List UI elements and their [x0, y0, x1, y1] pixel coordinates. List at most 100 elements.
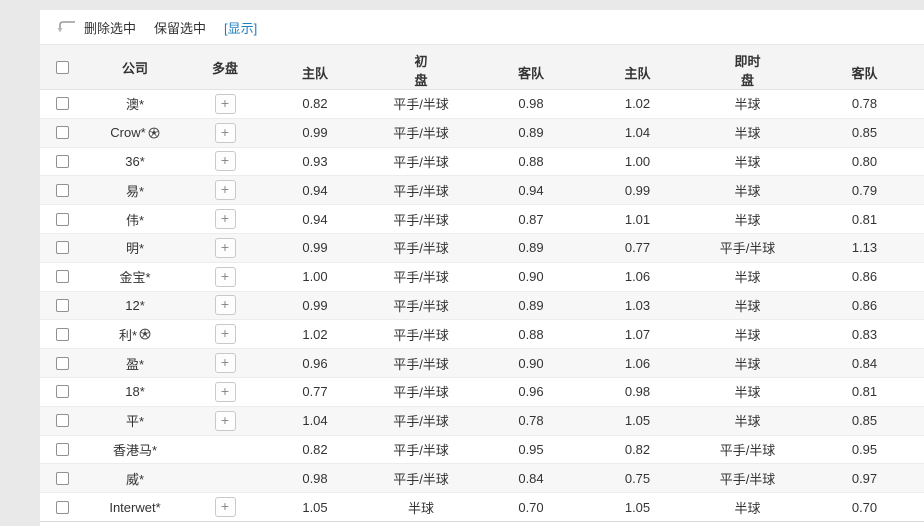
initial-handicap: 平手/半球 — [393, 385, 449, 401]
table-row: 利* + 1.02 平手/半球 0.88 1.07 半球 0.83 — [40, 320, 924, 350]
initial-home-odds: 0.99 — [302, 125, 328, 141]
delete-selected-button[interactable]: 删除选中 — [84, 20, 137, 36]
initial-home-odds: 0.99 — [302, 240, 328, 256]
live-away-odds: 0.86 — [851, 269, 878, 285]
keep-selected-button[interactable]: 保留选中 — [154, 20, 207, 36]
initial-home-odds: 0.98 — [302, 470, 328, 486]
live-home-odds: 1.00 — [624, 153, 651, 169]
row-checkbox[interactable] — [56, 442, 69, 456]
expand-button[interactable]: + — [214, 266, 236, 287]
expand-button[interactable]: + — [214, 122, 236, 143]
expand-button[interactable]: + — [214, 497, 236, 518]
row-checkbox[interactable] — [56, 327, 69, 341]
live-away-odds: 0.70 — [851, 499, 878, 515]
row-checkbox[interactable] — [56, 414, 69, 428]
company-name: 利* — [119, 325, 151, 344]
live-away-odds: 0.85 — [851, 413, 878, 429]
live-away-odds: 0.84 — [851, 355, 878, 371]
expand-button[interactable]: + — [214, 295, 236, 316]
live-home-odds: 1.03 — [624, 297, 651, 313]
row-checkbox[interactable] — [56, 241, 69, 255]
expand-button[interactable]: + — [214, 324, 236, 345]
initial-home-odds: 0.93 — [302, 153, 328, 169]
live-away-odds: 0.79 — [851, 182, 878, 198]
live-handicap: 半球 — [734, 500, 761, 516]
live-home-odds: 0.98 — [624, 384, 651, 400]
table-row: Interwet* + 1.05 半球 0.70 1.05 半球 0.70 — [40, 493, 924, 522]
header-group-live: 即时 — [734, 54, 761, 69]
live-home-odds: 0.77 — [624, 240, 651, 256]
show-link[interactable]: [显示] — [224, 20, 258, 36]
header-live-home: 主队 — [624, 66, 651, 81]
row-checkbox[interactable] — [56, 270, 69, 284]
live-away-odds: 0.97 — [851, 470, 878, 486]
row-checkbox[interactable] — [56, 471, 69, 485]
initial-handicap: 平手/半球 — [393, 97, 449, 113]
company-name: 明* — [126, 238, 144, 257]
initial-home-odds: 1.04 — [302, 413, 328, 429]
initial-home-odds: 0.82 — [302, 441, 328, 457]
table-row: 36* + 0.93 平手/半球 0.88 1.00 半球 0.80 — [40, 147, 924, 177]
expand-button[interactable]: + — [214, 180, 236, 201]
expand-button[interactable]: + — [214, 151, 236, 172]
expand-button[interactable]: + — [214, 353, 236, 374]
select-all-checkbox[interactable] — [56, 60, 69, 74]
initial-handicap: 平手/半球 — [393, 126, 449, 142]
row-checkbox[interactable] — [56, 154, 69, 168]
table-row: 明* + 0.99 平手/半球 0.89 0.77 平手/半球 1.13 — [40, 233, 924, 263]
initial-handicap: 平手/半球 — [393, 212, 449, 228]
table-row: 伟* + 0.94 平手/半球 0.87 1.01 半球 0.81 — [40, 205, 924, 234]
live-home-odds: 1.05 — [624, 499, 651, 515]
expand-button[interactable]: + — [214, 410, 236, 431]
initial-handicap: 平手/半球 — [393, 327, 449, 343]
company-label: 威* — [125, 471, 145, 487]
initial-away-odds: 0.89 — [518, 240, 544, 256]
table-row: 金宝* + 1.00 平手/半球 0.90 1.06 半球 0.86 — [40, 262, 924, 292]
live-handicap: 半球 — [734, 212, 761, 228]
live-away-odds: 0.95 — [851, 441, 878, 457]
company-label: 12* — [125, 297, 145, 313]
live-handicap: 半球 — [734, 183, 761, 199]
expand-button[interactable]: + — [214, 93, 236, 114]
initial-home-odds: 0.82 — [302, 96, 328, 112]
initial-away-odds: 0.84 — [518, 470, 544, 486]
initial-home-odds: 1.00 — [302, 269, 328, 285]
table-row: 澳* + 0.82 平手/半球 0.98 1.02 半球 0.78 — [40, 90, 924, 119]
row-checkbox[interactable] — [56, 97, 69, 111]
expand-button[interactable]: + — [214, 209, 236, 230]
row-checkbox[interactable] — [56, 183, 69, 197]
row-checkbox[interactable] — [56, 500, 69, 514]
live-handicap: 半球 — [734, 414, 761, 430]
header-live-away: 客队 — [851, 66, 878, 81]
live-handicap: 半球 — [734, 385, 761, 401]
header-initial-handicap: 初 盘 — [365, 45, 477, 89]
soccer-ball-icon — [148, 127, 160, 139]
row-checkbox[interactable] — [56, 356, 69, 370]
initial-home-odds: 1.02 — [302, 326, 328, 342]
company-label: 18* — [125, 384, 145, 400]
row-checkbox[interactable] — [56, 385, 69, 399]
header-company: 公司 — [121, 60, 148, 76]
initial-away-odds: 0.95 — [518, 441, 544, 457]
row-checkbox[interactable] — [56, 298, 69, 312]
company-name: 伟* — [126, 210, 144, 229]
initial-handicap: 平手/半球 — [393, 154, 449, 170]
expand-button[interactable]: + — [214, 381, 236, 402]
company-label: 澳* — [125, 97, 145, 113]
initial-away-odds: 0.89 — [518, 297, 544, 313]
header-group-initial: 初 — [414, 54, 428, 69]
company-name: 澳* — [126, 94, 144, 113]
expand-button[interactable]: + — [214, 237, 236, 258]
company-label: 金宝* — [119, 270, 151, 286]
row-checkbox[interactable] — [56, 212, 69, 226]
live-home-odds: 0.82 — [624, 441, 651, 457]
table-row: 威* 0.98 平手/半球 0.84 0.75 平手/半球 0.97 — [40, 464, 924, 494]
initial-away-odds: 0.98 — [518, 96, 544, 112]
live-home-odds: 1.06 — [624, 269, 651, 285]
row-checkbox[interactable] — [56, 126, 69, 140]
live-away-odds: 0.83 — [851, 326, 878, 342]
company-label: 盈* — [125, 356, 145, 372]
initial-handicap: 平手/半球 — [393, 414, 449, 430]
live-away-odds: 0.80 — [851, 153, 878, 169]
company-name: 12* — [125, 298, 145, 313]
